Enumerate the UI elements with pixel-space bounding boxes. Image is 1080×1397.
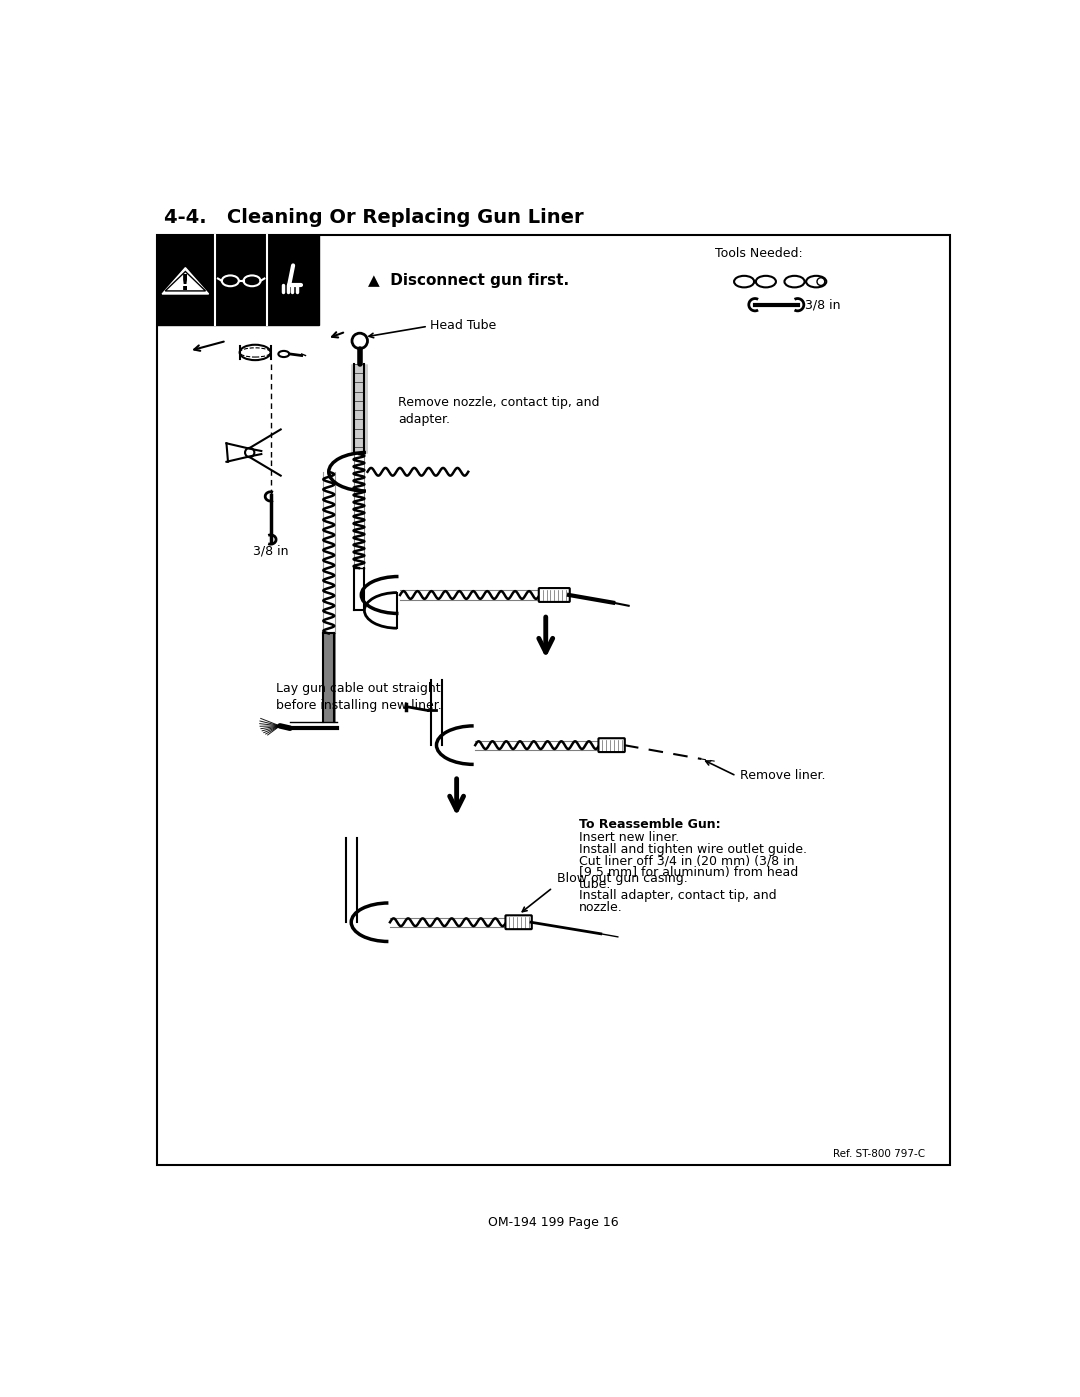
Text: Head Tube: Head Tube (430, 319, 496, 332)
Polygon shape (165, 271, 205, 291)
Text: 3/8 in: 3/8 in (806, 298, 841, 312)
Text: Tools Needed:: Tools Needed: (715, 247, 802, 260)
Text: !: ! (180, 274, 190, 293)
Bar (157, 236, 950, 1165)
Bar (157, 236, 320, 326)
Text: ▲  Disconnect gun first.: ▲ Disconnect gun first. (367, 274, 569, 288)
FancyBboxPatch shape (539, 588, 570, 602)
Text: [9.5 mm] for aluminum) from head: [9.5 mm] for aluminum) from head (579, 866, 798, 879)
FancyBboxPatch shape (505, 915, 531, 929)
Text: nozzle.: nozzle. (579, 901, 623, 914)
Text: Lay gun cable out straight
before installing new liner.: Lay gun cable out straight before instal… (276, 682, 442, 712)
Text: Remove nozzle, contact tip, and
adapter.: Remove nozzle, contact tip, and adapter. (399, 395, 600, 426)
Polygon shape (162, 268, 208, 293)
Text: Install and tighten wire outlet guide.: Install and tighten wire outlet guide. (579, 842, 807, 856)
Text: Insert new liner.: Insert new liner. (579, 831, 679, 844)
Text: Remove liner.: Remove liner. (740, 770, 826, 782)
Text: Install adapter, contact tip, and: Install adapter, contact tip, and (579, 888, 777, 902)
Text: OM-194 199 Page 16: OM-194 199 Page 16 (488, 1215, 619, 1229)
Text: 4-4.   Cleaning Or Replacing Gun Liner: 4-4. Cleaning Or Replacing Gun Liner (164, 208, 584, 226)
Text: Cut liner off 3/4 in (20 mm) (3/8 in: Cut liner off 3/4 in (20 mm) (3/8 in (579, 855, 795, 868)
FancyBboxPatch shape (598, 738, 625, 752)
Text: Blow out gun casing.: Blow out gun casing. (556, 872, 687, 886)
Text: Ref. ST-800 797-C: Ref. ST-800 797-C (834, 1150, 926, 1160)
Text: To Reassemble Gun:: To Reassemble Gun: (579, 819, 720, 831)
Text: 3/8 in: 3/8 in (253, 545, 288, 557)
Text: tube.: tube. (579, 877, 611, 890)
